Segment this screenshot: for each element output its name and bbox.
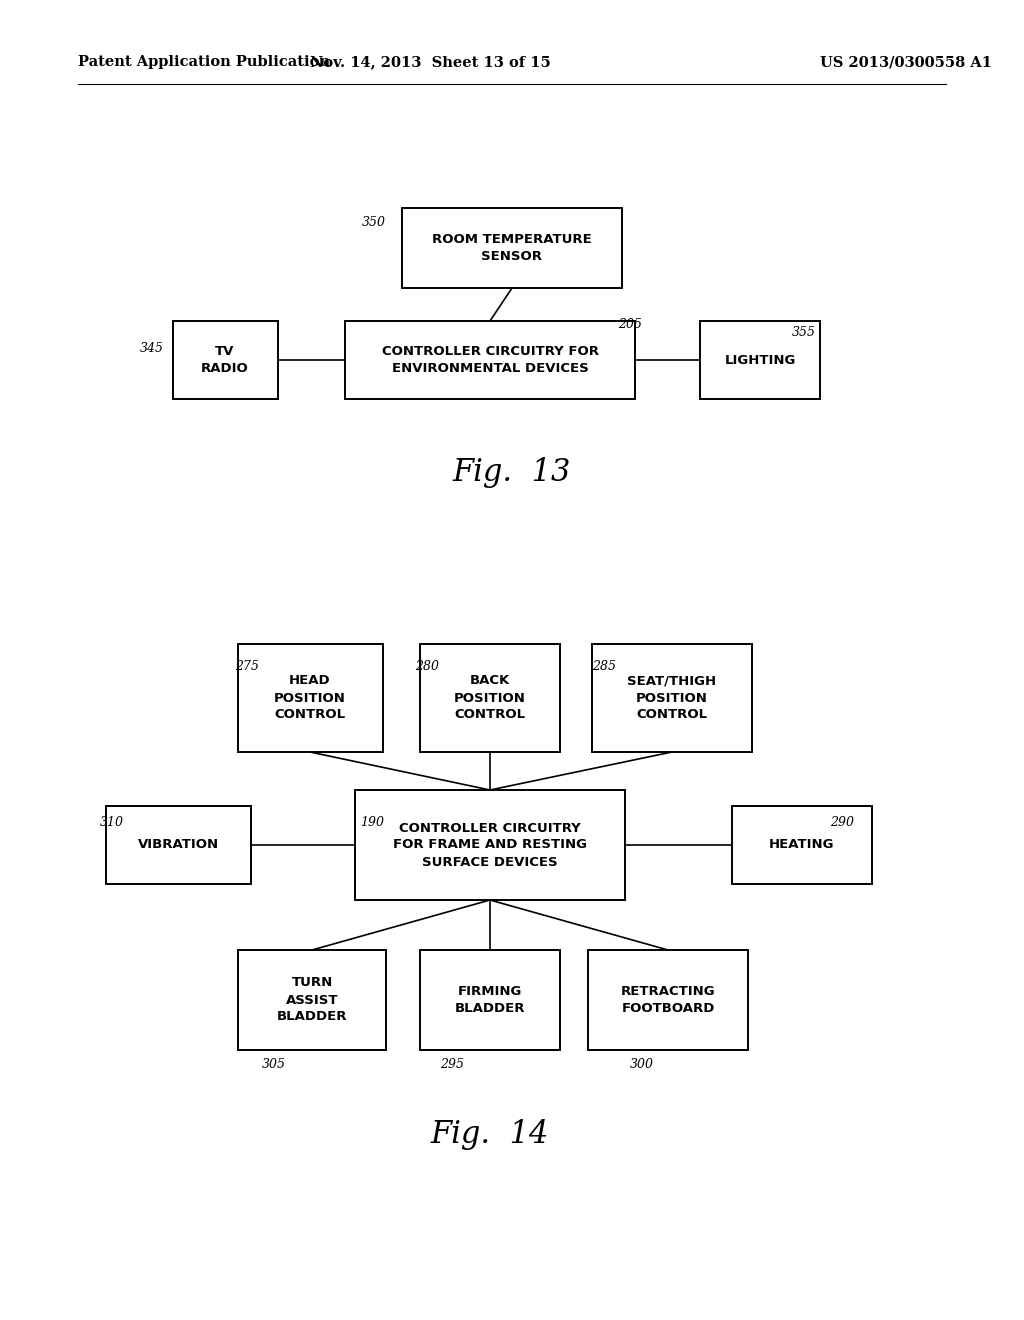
Bar [355,789,625,900]
Text: 350: 350 [362,215,386,228]
Text: LIGHTING: LIGHTING [724,354,796,367]
Text: 295: 295 [440,1059,464,1072]
Bar [105,807,251,884]
Bar [732,807,872,884]
Text: 345: 345 [140,342,164,355]
Bar [172,321,278,399]
Text: CONTROLLER CIRCUITRY FOR
ENVIRONMENTAL DEVICES: CONTROLLER CIRCUITRY FOR ENVIRONMENTAL D… [382,345,598,375]
Text: 275: 275 [234,660,259,672]
Text: 300: 300 [630,1059,654,1072]
Bar [238,644,383,752]
Text: Nov. 14, 2013  Sheet 13 of 15: Nov. 14, 2013 Sheet 13 of 15 [309,55,550,69]
Bar [402,209,622,288]
Text: HEATING: HEATING [769,838,835,851]
Bar [588,950,748,1049]
Text: 355: 355 [792,326,816,338]
Text: Fig.  14: Fig. 14 [431,1119,549,1151]
Text: HEAD
POSITION
CONTROL: HEAD POSITION CONTROL [274,675,346,722]
Text: 305: 305 [262,1059,286,1072]
Text: 290: 290 [830,816,854,829]
Bar [592,644,752,752]
Text: 280: 280 [415,660,439,672]
Bar [420,644,560,752]
Text: 205: 205 [618,318,642,331]
Bar [700,321,820,399]
Text: US 2013/0300558 A1: US 2013/0300558 A1 [820,55,992,69]
Text: TV
RADIO: TV RADIO [201,345,249,375]
Text: VIBRATION: VIBRATION [137,838,218,851]
Bar [345,321,635,399]
Text: FIRMING
BLADDER: FIRMING BLADDER [455,985,525,1015]
Bar [238,950,386,1049]
Text: ROOM TEMPERATURE
SENSOR: ROOM TEMPERATURE SENSOR [432,234,592,263]
Text: 190: 190 [360,816,384,829]
Bar [420,950,560,1049]
Text: Fig.  13: Fig. 13 [453,457,571,487]
Text: BACK
POSITION
CONTROL: BACK POSITION CONTROL [454,675,526,722]
Text: RETRACTING
FOOTBOARD: RETRACTING FOOTBOARD [621,985,716,1015]
Text: CONTROLLER CIRCUITRY
FOR FRAME AND RESTING
SURFACE DEVICES: CONTROLLER CIRCUITRY FOR FRAME AND RESTI… [393,821,587,869]
Text: Patent Application Publication: Patent Application Publication [78,55,330,69]
Text: SEAT/THIGH
POSITION
CONTROL: SEAT/THIGH POSITION CONTROL [628,675,717,722]
Text: 285: 285 [592,660,616,672]
Text: 310: 310 [100,816,124,829]
Text: TURN
ASSIST
BLADDER: TURN ASSIST BLADDER [276,977,347,1023]
